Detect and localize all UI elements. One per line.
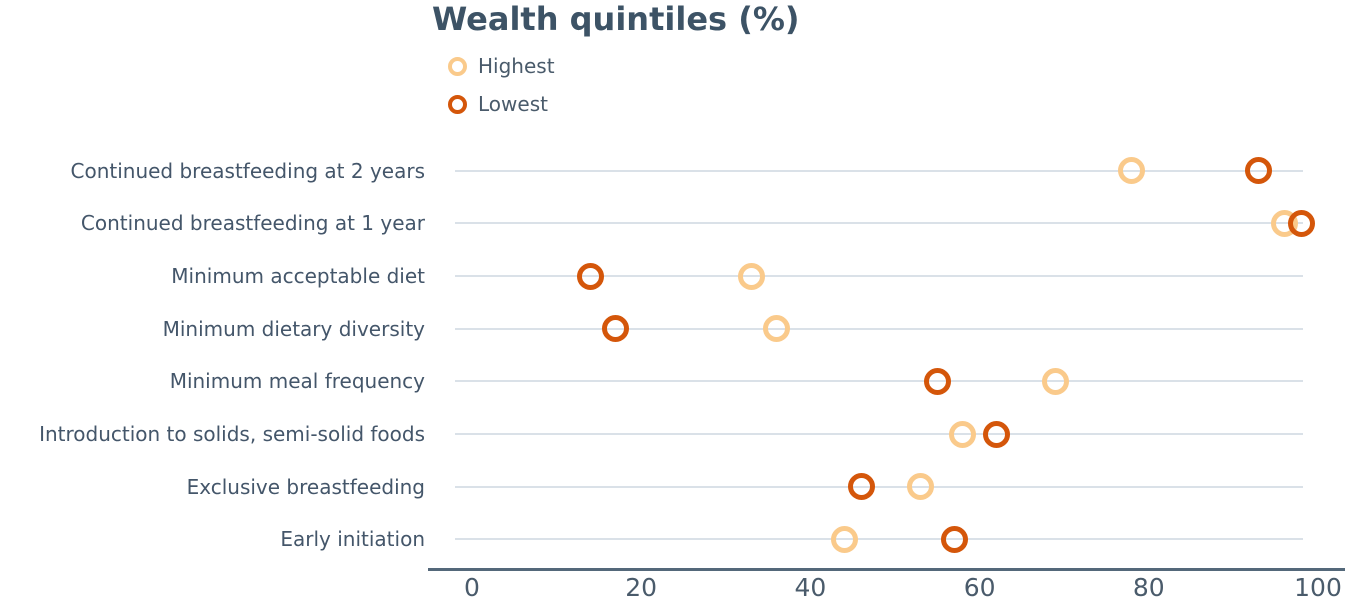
dot-lowest xyxy=(923,367,951,395)
x-tick-label: 100 xyxy=(1294,573,1342,600)
x-tick-label: 20 xyxy=(625,573,658,600)
x-tick-label: 80 xyxy=(1132,573,1165,600)
dot-lowest xyxy=(940,525,968,553)
highest-legend-marker-icon xyxy=(448,56,467,76)
dot-lowest xyxy=(847,473,875,501)
gridline xyxy=(455,222,1303,225)
x-tick-label: 60 xyxy=(963,573,996,600)
x-axis-line xyxy=(428,568,1345,571)
x-tick-label: 0 xyxy=(464,573,480,600)
gridline xyxy=(455,433,1303,435)
dot-highest xyxy=(906,473,934,501)
dot-highest xyxy=(737,262,765,290)
category-label: Continued breastfeeding at 2 years xyxy=(70,158,426,183)
legend-label-highest: Highest xyxy=(478,54,555,78)
legend-item-lowest: Lowest xyxy=(448,90,548,118)
category-label: Minimum acceptable diet xyxy=(171,264,425,289)
category-label: Introduction to solids, semi-solid foods xyxy=(39,422,425,446)
gridline xyxy=(455,485,1303,488)
x-tick-label: 40 xyxy=(794,573,827,600)
gridline xyxy=(455,327,1303,330)
dot-highest xyxy=(763,315,791,343)
dot-highest xyxy=(1042,367,1070,395)
gridline xyxy=(455,169,1303,172)
gridline xyxy=(455,380,1303,383)
gridline xyxy=(455,275,1303,278)
gridline xyxy=(455,538,1303,541)
dot-lowest xyxy=(983,420,1011,448)
dot-lowest xyxy=(602,315,630,343)
category-label: Minimum dietary diversity xyxy=(162,316,425,341)
dot-highest xyxy=(830,525,858,553)
category-label: Early initiation xyxy=(280,527,425,552)
category-label: Continued breastfeeding at 1 year xyxy=(80,211,425,236)
category-label: Minimum meal frequency xyxy=(169,369,425,394)
legend-item-highest: Highest xyxy=(448,52,555,80)
chart-title: Wealth quintiles (%) xyxy=(432,0,800,38)
category-label: Exclusive breastfeeding xyxy=(186,474,425,499)
dot-lowest xyxy=(576,262,604,290)
dot-lowest xyxy=(1287,209,1315,237)
lowest-legend-marker-icon xyxy=(448,94,467,114)
dot-highest xyxy=(949,420,977,448)
legend-label-lowest: Lowest xyxy=(478,92,548,116)
dot-highest xyxy=(1118,157,1146,185)
dot-lowest xyxy=(1245,157,1273,185)
